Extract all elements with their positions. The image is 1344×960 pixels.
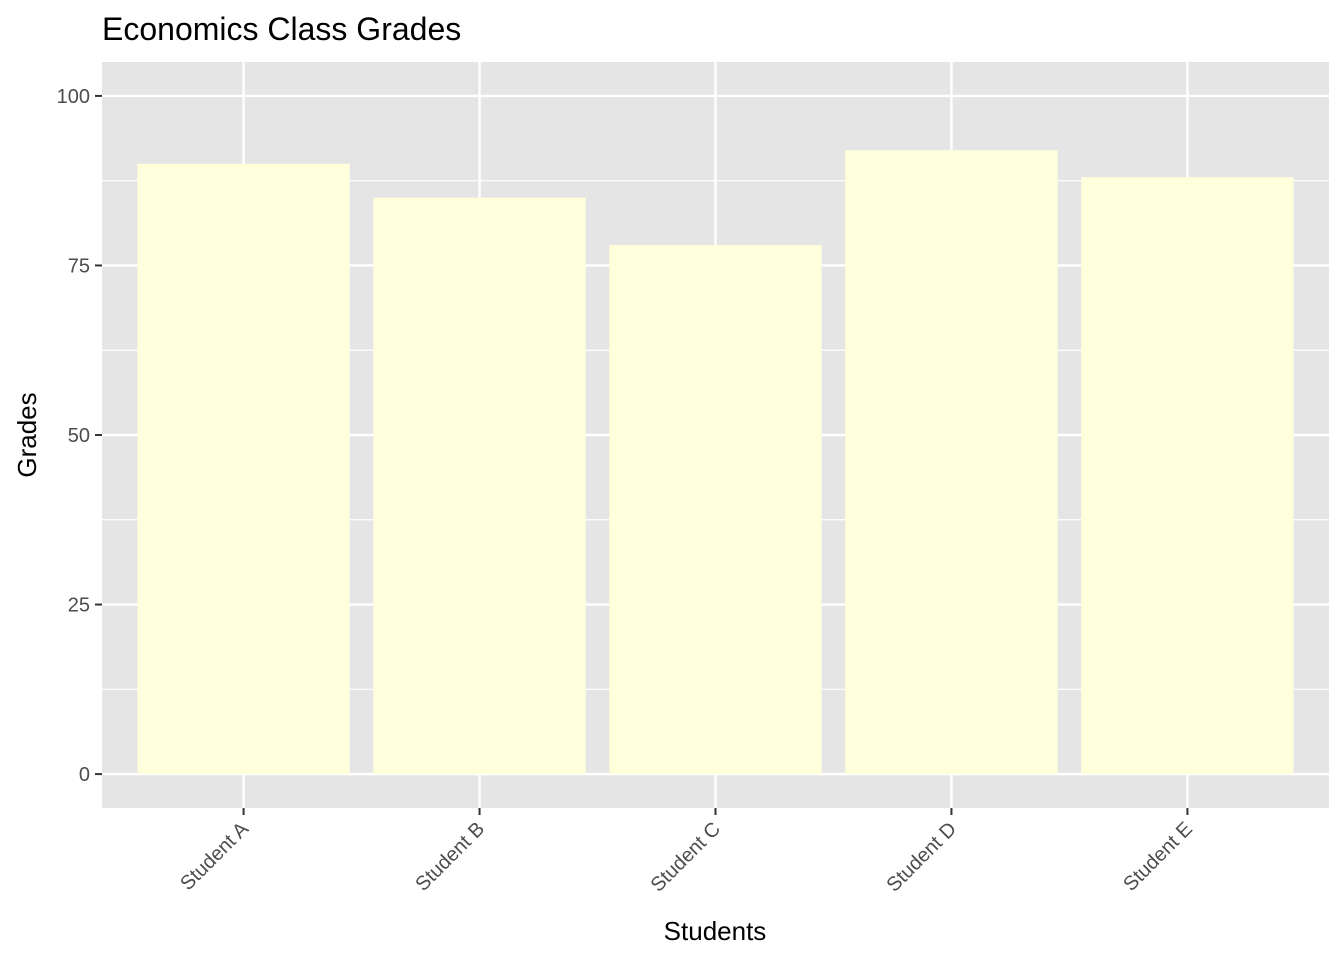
x-tick-label: Student D — [883, 818, 961, 896]
y-tick-label: 100 — [57, 86, 90, 108]
bars — [137, 150, 1294, 775]
x-axis-title: Students — [664, 916, 767, 946]
x-axis: Student A Student B Student C Student D Stud… — [176, 808, 1197, 896]
bar — [1081, 177, 1294, 775]
x-tick-label: Student C — [647, 818, 725, 896]
chart-title: Economics Class Grades — [102, 11, 461, 47]
bar — [845, 150, 1058, 775]
bar — [609, 245, 822, 775]
x-tick-label: Student E — [1119, 818, 1197, 896]
x-tick-label: Student B — [411, 818, 489, 896]
y-tick-label: 50 — [68, 425, 90, 447]
y-axis-title: Grades — [12, 392, 42, 477]
y-axis: 0 25 50 75 100 — [57, 86, 102, 786]
bar — [373, 197, 586, 775]
bar — [137, 163, 350, 775]
x-tick-label: Student A — [176, 818, 253, 895]
y-tick-label: 0 — [79, 764, 90, 786]
y-tick-label: 25 — [68, 595, 90, 617]
y-tick-label: 75 — [68, 255, 90, 277]
